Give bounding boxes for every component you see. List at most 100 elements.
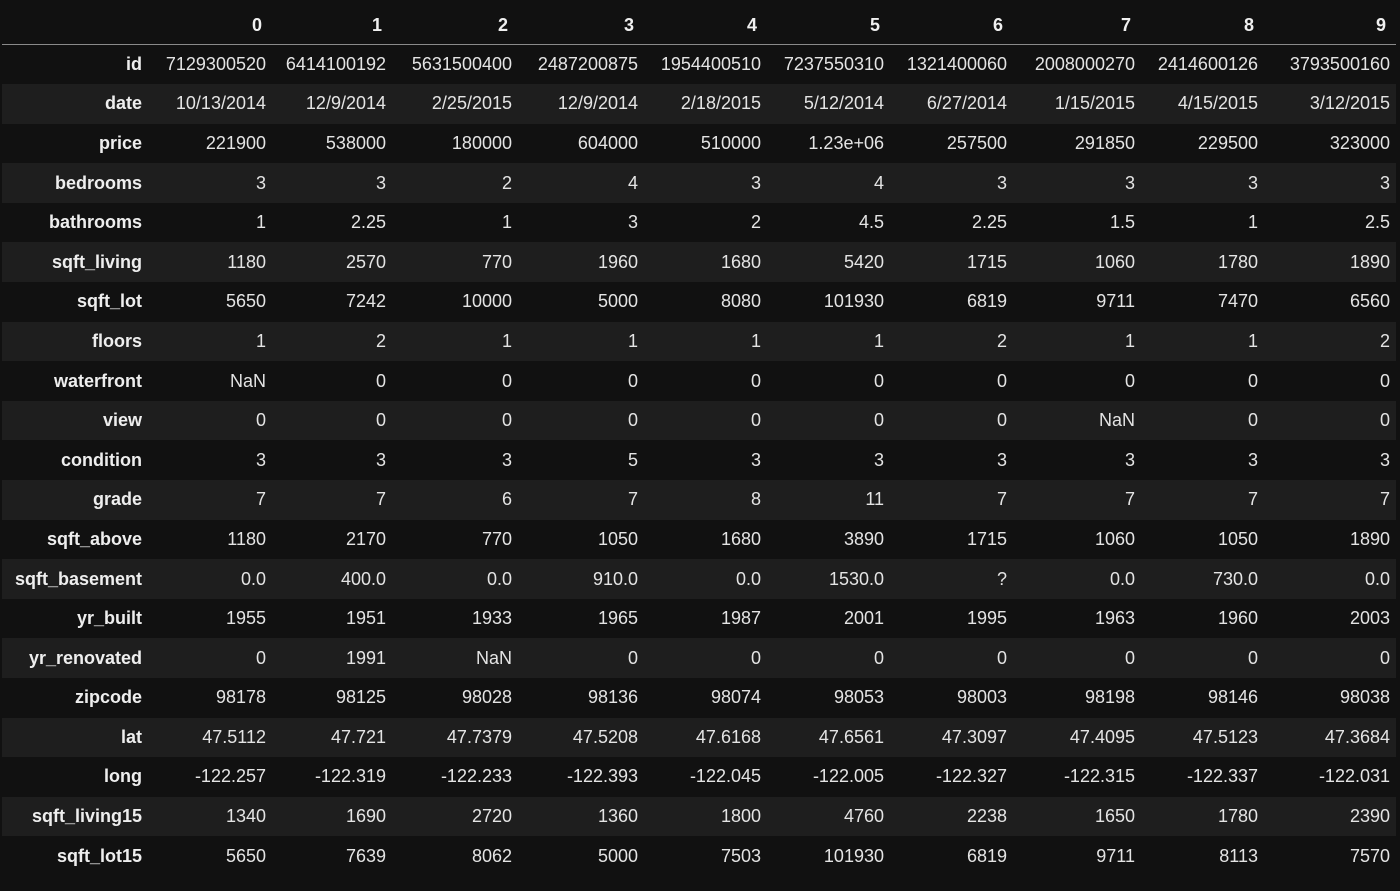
- table-cell: 0: [1379, 647, 1390, 668]
- table-cell: 0: [1379, 370, 1390, 391]
- table-cell: 7: [1124, 489, 1135, 510]
- table-cell: 6819: [966, 845, 1007, 866]
- table-cell: 1050: [1217, 528, 1258, 549]
- table-cell: 1965: [597, 608, 638, 629]
- table-cell: 3793500160: [1289, 54, 1390, 75]
- table-cell: 1.23e+06: [808, 132, 884, 153]
- table-cell: 3890: [843, 528, 884, 549]
- table-cell: 0: [996, 370, 1007, 391]
- table-cell: 6819: [966, 291, 1007, 312]
- table-cell: 5/12/2014: [803, 93, 884, 114]
- table-cell: 2487200875: [537, 54, 638, 75]
- table-cell: 5650: [225, 291, 266, 312]
- row-label: id: [126, 54, 142, 75]
- table-cell: 1: [750, 330, 761, 351]
- table-cell: 1960: [597, 251, 638, 272]
- table-row: waterfront NaN 0 0 0 0 0 0 0 0 0: [2, 361, 1396, 401]
- row-label: sqft_living: [51, 251, 142, 272]
- row-label: sqft_basement: [14, 568, 142, 589]
- table-row: zipcode 98178 98125 98028 98136 98074 98053 980…: [2, 678, 1396, 718]
- row-label: bedrooms: [54, 172, 142, 193]
- table-cell: 0: [1247, 410, 1258, 431]
- table-cell: 2: [750, 212, 761, 233]
- table-cell: 3: [1247, 172, 1258, 193]
- table-cell: 257500: [946, 132, 1007, 153]
- column-header: 3: [518, 6, 644, 45]
- table-cell: 1680: [720, 251, 761, 272]
- row-label: grade: [92, 489, 142, 510]
- table-cell: 5650: [225, 845, 266, 866]
- table-cell: 0: [1124, 370, 1135, 391]
- table-cell: 101930: [823, 291, 884, 312]
- table-cell: 0: [255, 647, 266, 668]
- table-cell: 538000: [325, 132, 386, 153]
- table-cell: 1954400510: [660, 54, 761, 75]
- table-cell: 0: [750, 410, 761, 431]
- table-cell: 7470: [1217, 291, 1258, 312]
- table-cell: 2: [375, 330, 386, 351]
- table-cell: 7: [255, 489, 266, 510]
- table-cell: 1: [501, 212, 512, 233]
- table-cell: 98038: [1339, 687, 1390, 708]
- table-cell: 7: [1379, 489, 1390, 510]
- table-cell: 101930: [823, 845, 884, 866]
- table-cell: 2: [1379, 330, 1390, 351]
- table-cell: 4: [627, 172, 638, 193]
- row-label: zipcode: [74, 687, 142, 708]
- table-row: bathrooms 1 2.25 1 3 2 4.5 2.25 1.5 1 2.5: [2, 202, 1396, 243]
- table-cell: 7503: [720, 845, 761, 866]
- table-cell: 98053: [833, 687, 884, 708]
- table-cell: 7242: [345, 291, 386, 312]
- index-header-cell: [2, 6, 148, 45]
- table-cell: -122.031: [1318, 766, 1390, 787]
- table-row: sqft_lot15 5650 7639 8062 5000 7503 101930 6819…: [2, 836, 1396, 876]
- table-cell: 1060: [1094, 528, 1135, 549]
- table-cell: 47.4095: [1069, 726, 1135, 747]
- table-cell: -122.337: [1186, 766, 1258, 787]
- table-cell: 1780: [1217, 806, 1258, 827]
- table-row: grade 7 7 6 7 8 11 7 7 7 7: [2, 480, 1396, 520]
- table-cell: 47.721: [330, 726, 386, 747]
- table-cell: 3: [501, 449, 512, 470]
- table-cell: 3: [1247, 449, 1258, 470]
- row-label: price: [98, 132, 142, 153]
- table-cell: 510000: [700, 132, 761, 153]
- table-cell: 5000: [597, 845, 638, 866]
- table-cell: 0: [255, 410, 266, 431]
- table-cell: 8113: [1219, 845, 1258, 866]
- table-cell: 7639: [345, 845, 386, 866]
- table-row: id 7129300520 6414100192 5631500400 24872008…: [2, 44, 1396, 85]
- table-cell: 2008000270: [1034, 54, 1135, 75]
- table-row: lat 47.5112 47.721 47.7379 47.5208 47.6168 47.…: [2, 717, 1396, 758]
- table-cell: 10000: [461, 291, 512, 312]
- table-cell: 7: [375, 489, 386, 510]
- table-cell: 7129300520: [165, 54, 266, 75]
- table-cell: 3: [1379, 172, 1390, 193]
- table-cell: -122.233: [440, 766, 512, 787]
- table-cell: 1987: [720, 608, 761, 629]
- table-cell: 1: [255, 330, 266, 351]
- table-row: sqft_lot 5650 7242 10000 5000 8080 101930 6819 9…: [2, 282, 1396, 322]
- table-cell: 0: [1247, 647, 1258, 668]
- table-cell: 1: [501, 330, 512, 351]
- row-label: lat: [120, 726, 142, 747]
- table-cell: 12/9/2014: [557, 93, 638, 114]
- table-cell: 1360: [597, 806, 638, 827]
- table-cell: 0: [375, 370, 386, 391]
- table-cell: 1715: [966, 528, 1007, 549]
- table-cell: NaN: [229, 370, 266, 391]
- table-cell: 1933: [471, 608, 512, 629]
- table-cell: 11: [865, 489, 884, 510]
- table-cell: 180000: [451, 132, 512, 153]
- table-cell: 2238: [966, 806, 1007, 827]
- row-label: view: [102, 410, 142, 431]
- table-cell: 221900: [205, 132, 266, 153]
- table-cell: 400.0: [340, 568, 386, 589]
- table-cell: 1530.0: [828, 568, 884, 589]
- table-cell: 3: [996, 449, 1007, 470]
- table-cell: 0: [750, 647, 761, 668]
- table-cell: 0.0: [240, 568, 266, 589]
- table-cell: 3: [255, 172, 266, 193]
- table-cell: 5420: [843, 251, 884, 272]
